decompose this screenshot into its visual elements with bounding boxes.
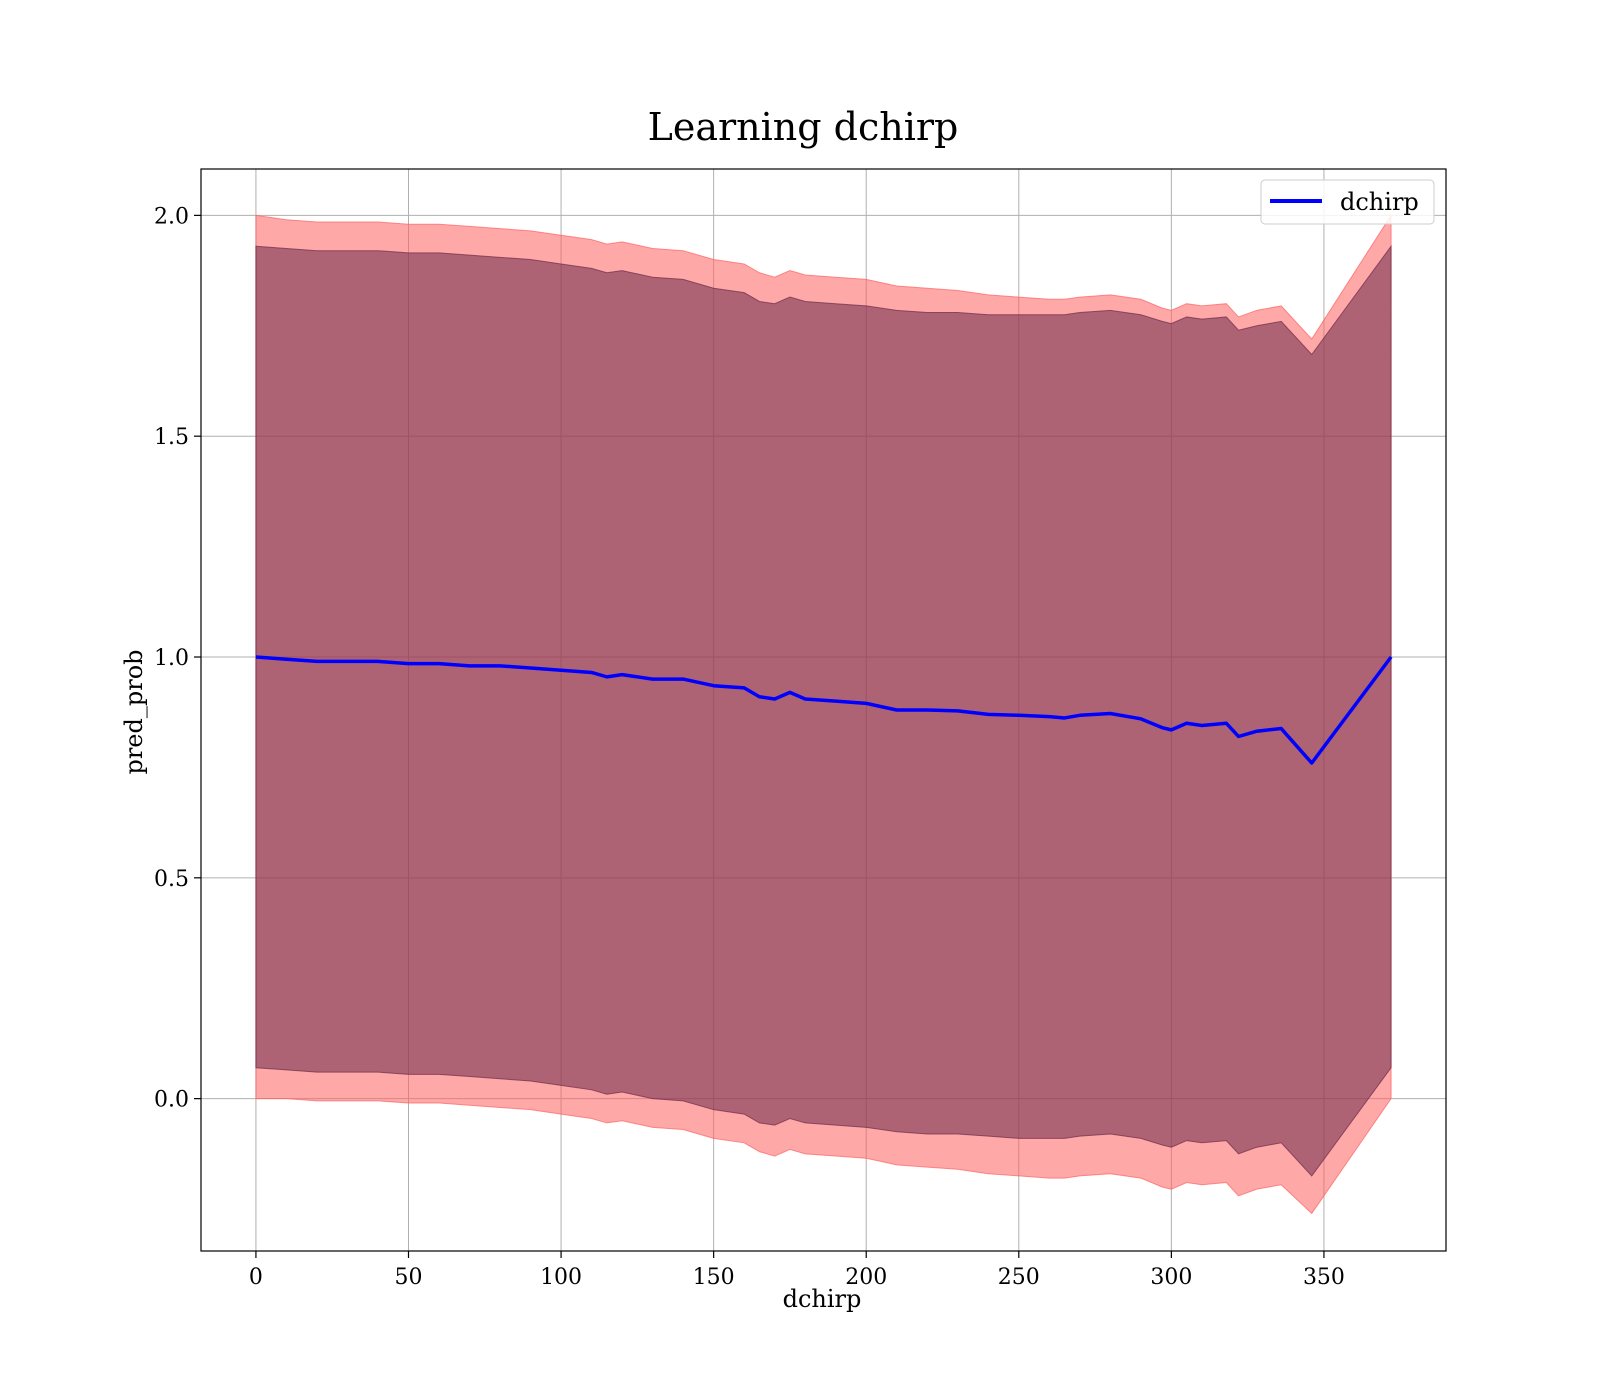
x-axis-title: dchirp — [783, 1285, 862, 1313]
x-tick-label: 250 — [998, 1265, 1040, 1290]
y-axis-title: pred_prob — [120, 649, 148, 774]
confidence-bands — [255, 213, 1392, 1215]
plot-area — [200, 168, 1447, 1252]
series-line-dchirp — [255, 655, 1393, 765]
y-tick-label: 0.0 — [154, 1088, 189, 1113]
y-tick-label: 2.0 — [154, 204, 189, 229]
x-tick-label: 350 — [1303, 1265, 1345, 1290]
chart-title: Learning dchirp — [648, 105, 959, 149]
plot-frame — [200, 168, 1447, 1252]
x-tick-label: 100 — [540, 1265, 582, 1290]
legend-label-dchirp: dchirp — [1340, 188, 1419, 216]
legend: dchirp — [1260, 179, 1435, 225]
series-lines — [255, 655, 1393, 765]
y-tick-label: 1.0 — [154, 646, 189, 671]
y-tick-label: 1.5 — [154, 425, 189, 450]
x-axis-ticks: 0 50 100 150 200 250 300 350 — [249, 1251, 1345, 1290]
x-tick-label: 300 — [1150, 1265, 1192, 1290]
legend-box — [1260, 179, 1435, 225]
x-tick-label: 150 — [693, 1265, 735, 1290]
band-inner — [255, 244, 1392, 1177]
y-tick-label: 0.5 — [154, 867, 189, 892]
x-tick-label: 50 — [395, 1265, 423, 1290]
x-tick-label: 0 — [249, 1265, 263, 1290]
x-tick-label: 200 — [845, 1265, 887, 1290]
y-axis-ticks: 0.0 0.5 1.0 1.5 2.0 — [154, 204, 201, 1113]
